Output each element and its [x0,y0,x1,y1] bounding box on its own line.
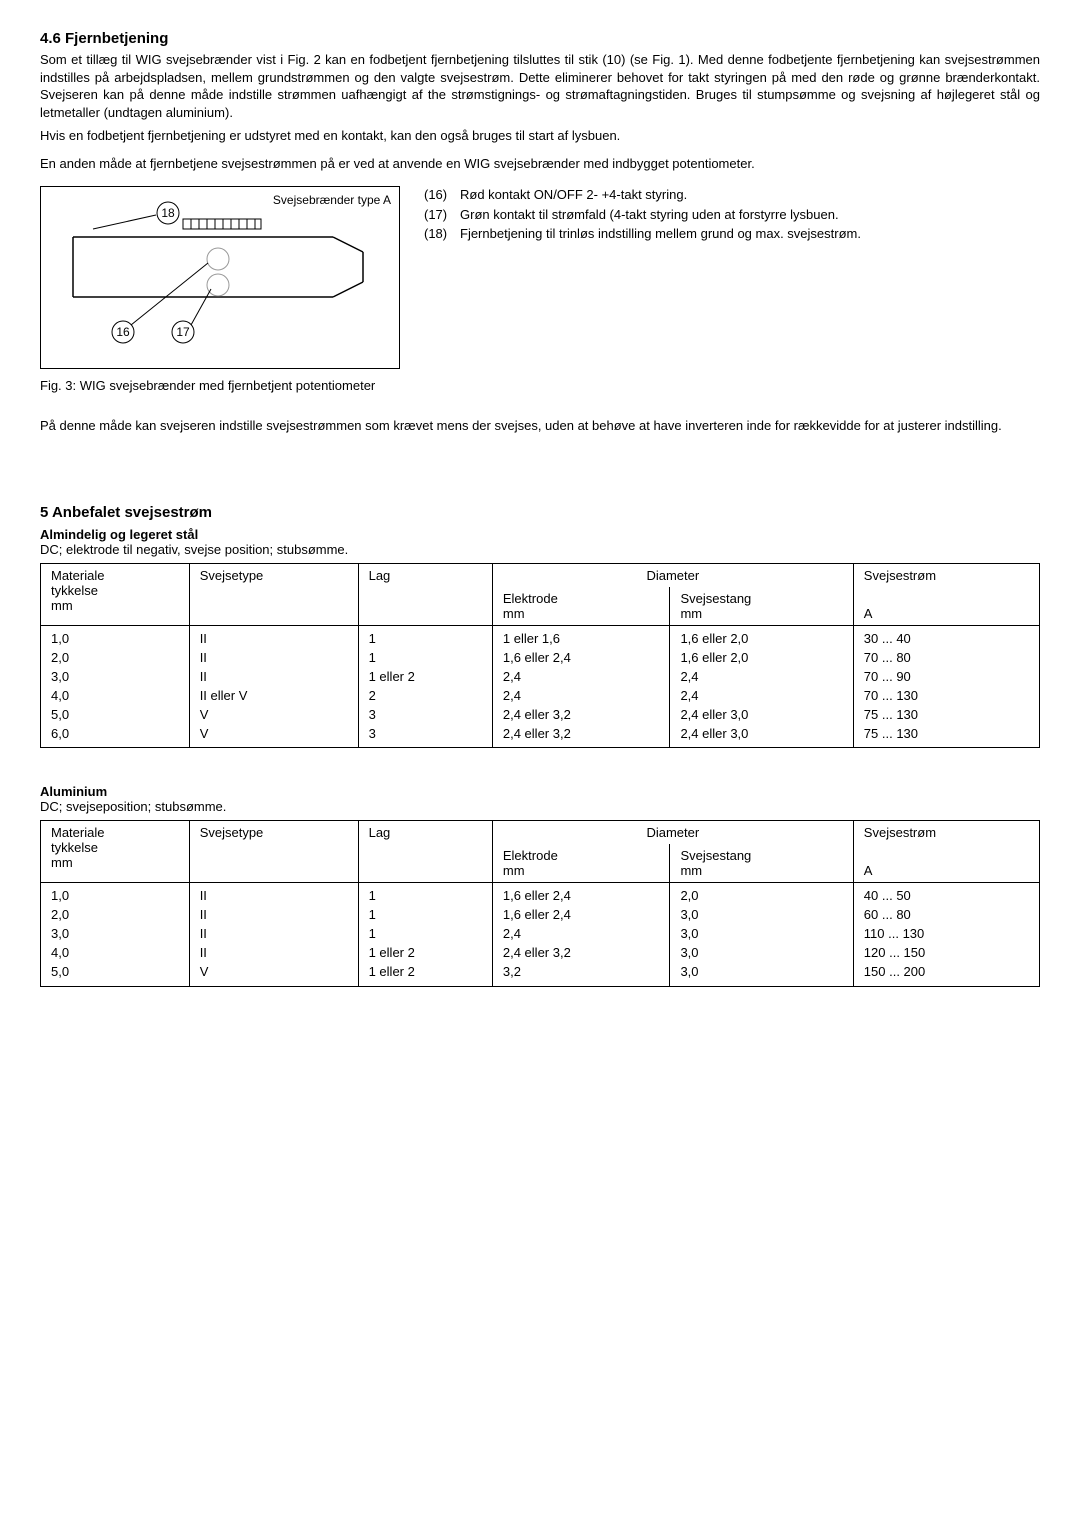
section-5-heading: 5 Anbefalet svejsestrøm [40,504,1040,521]
steel-table: Materialetykkelsemm Svejsetype Lag Diame… [40,563,1040,748]
alum-col5: 2,03,03,03,03,0 [670,883,853,986]
steel-col6: 30 ... 4070 ... 8070 ... 9070 ... 13075 … [853,626,1039,748]
section-4-6-para2: Hvis en fodbetjent fjernbetjening er uds… [40,127,1040,145]
figure-3-svg: 18 [53,197,383,347]
legend-item: (17) Grøn kontakt til strømfald (4-takt … [424,206,1040,224]
th-svejsetype: Svejsetype [189,564,358,626]
figure-3-label: Svejsebrænder type A [273,193,391,207]
th-material: Materialetykkelsemm [41,564,190,626]
section-4-6-para1: Som et tillæg til WIG svejsebrænder vist… [40,51,1040,121]
legend-text: Rød kontakt ON/OFF 2- +4-takt styring. [460,186,1040,204]
alum-col3: 1111 eller 21 eller 2 [358,883,492,986]
th-amp: A [853,587,1039,626]
steel-col5: 1,6 eller 2,01,6 eller 2,02,42,42,4 elle… [670,626,853,748]
section-4-6-heading: 4.6 Fjernbetjening [40,30,1040,47]
th-svejsetype: Svejsetype [189,821,358,883]
th-lag: Lag [358,564,492,626]
th-material: Materialetykkelsemm [41,821,190,883]
legend-text: Fjernbetjening til trinløs indstilling m… [460,225,1040,243]
th-svejsestrom: Svejsestrøm [853,821,1039,845]
legend-text: Grøn kontakt til strømfald (4-takt styri… [460,206,1040,224]
th-lag: Lag [358,821,492,883]
steel-col4: 1 eller 1,61,6 eller 2,42,42,42,4 eller … [492,626,670,748]
figure-3-caption: Fig. 3: WIG svejsebrænder med fjernbetje… [40,377,400,395]
alum-col1: 1,02,03,04,05,0 [41,883,190,986]
figure-3-box: Svejsebrænder type A 18 [40,186,400,369]
svg-text:18: 18 [161,206,175,220]
legend-num: (18) [424,225,460,243]
alum-col4: 1,6 eller 2,41,6 eller 2,42,42,4 eller 3… [492,883,670,986]
section-4-6-para4: På denne måde kan svejseren indstille sv… [40,417,1040,435]
legend-item: (16) Rød kontakt ON/OFF 2- +4-takt styri… [424,186,1040,204]
svg-text:16: 16 [116,325,130,339]
alum-subhead: Aluminium [40,784,1040,799]
legend-item: (18) Fjernbetjening til trinløs indstill… [424,225,1040,243]
section-4-6-para3: En anden måde at fjernbetjene svejsestrø… [40,155,1040,173]
alum-desc: DC; svejseposition; stubsømme. [40,799,1040,814]
figure-3-legend: (16) Rød kontakt ON/OFF 2- +4-takt styri… [424,186,1040,245]
alum-col6: 40 ... 5060 ... 80110 ... 130120 ... 150… [853,883,1039,986]
th-svejsestang: Svejsestangmm [670,844,853,883]
steel-desc: DC; elektrode til negativ, svejse positi… [40,542,1040,557]
legend-num: (16) [424,186,460,204]
svg-text:17: 17 [176,325,190,339]
alum-col2: IIIIIIIIV [189,883,358,986]
th-svejsestrom: Svejsestrøm [853,564,1039,588]
th-svejsestang: Svejsestangmm [670,587,853,626]
steel-col1: 1,02,03,04,05,06,0 [41,626,190,748]
steel-subhead: Almindelig og legeret stål [40,527,1040,542]
th-amp: A [853,844,1039,883]
th-diameter: Diameter [492,821,853,845]
steel-col3: 111 eller 2233 [358,626,492,748]
legend-num: (17) [424,206,460,224]
steel-col2: IIIIIIII eller VVV [189,626,358,748]
alum-table: Materialetykkelsemm Svejsetype Lag Diame… [40,820,1040,986]
th-elektrode: Elektrodemm [492,587,670,626]
th-elektrode: Elektrodemm [492,844,670,883]
th-diameter: Diameter [492,564,853,588]
